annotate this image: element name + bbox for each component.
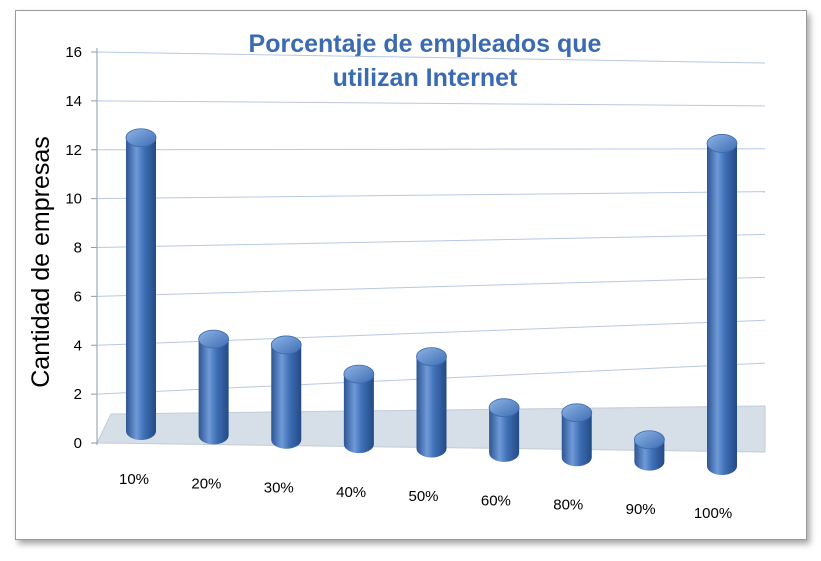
x-tick-label: 30% <box>264 480 294 497</box>
x-tick-label: 40% <box>336 484 366 501</box>
y-tick-label: 14 <box>65 93 82 110</box>
y-tick-label: 2 <box>74 386 82 403</box>
gridline <box>96 100 766 107</box>
y-tick-label: 6 <box>74 288 82 305</box>
x-tick-label: 10% <box>119 471 149 488</box>
y-tick-label: 0 <box>74 435 82 452</box>
gridline <box>96 148 766 151</box>
bar <box>416 347 447 458</box>
bar-top <box>561 403 593 423</box>
bar-body <box>707 143 737 476</box>
bar-body <box>198 339 229 445</box>
bar-body <box>489 407 520 462</box>
gridline <box>96 276 766 297</box>
bar-top <box>633 430 665 450</box>
y-tick-label: 4 <box>74 337 82 354</box>
bar <box>706 134 738 476</box>
y-tick-label: 8 <box>74 240 82 257</box>
x-tick-label: 100% <box>694 505 732 522</box>
bar-top <box>416 347 447 367</box>
x-tick-label: 60% <box>481 492 511 509</box>
gridline <box>96 191 766 200</box>
y-tick-label: 16 <box>65 44 82 61</box>
gridline <box>96 234 766 248</box>
bar <box>343 364 375 454</box>
chart-title-line-1: Porcentaje de empleados que <box>249 30 602 58</box>
y-tick-label: 10 <box>65 191 82 208</box>
chart-title-line-2: utilizan Internet <box>333 64 518 92</box>
bar-top <box>343 364 375 384</box>
bar-top <box>125 128 157 148</box>
bar-body <box>271 344 302 449</box>
bar-body <box>343 374 374 454</box>
bar <box>633 430 665 471</box>
y-axis-label: Cantidad de empresas <box>27 136 55 388</box>
gridline <box>96 51 766 64</box>
bar-body <box>126 137 156 440</box>
x-tick-label: 50% <box>408 488 438 505</box>
bar <box>561 403 593 467</box>
bar-body <box>561 412 592 467</box>
x-tick-label: 80% <box>553 497 583 514</box>
bar <box>270 335 302 449</box>
x-tick-label: 20% <box>191 475 221 492</box>
bar-top <box>706 134 738 153</box>
bar-top <box>270 335 302 355</box>
bar <box>488 398 520 462</box>
x-tick-label: 90% <box>626 501 656 518</box>
y-tick-label: 12 <box>65 142 82 159</box>
gridline <box>96 319 766 346</box>
bar-top <box>488 398 520 418</box>
bar <box>125 128 157 440</box>
bar-body <box>416 356 447 458</box>
bar-top <box>198 329 230 349</box>
bar <box>198 329 230 445</box>
